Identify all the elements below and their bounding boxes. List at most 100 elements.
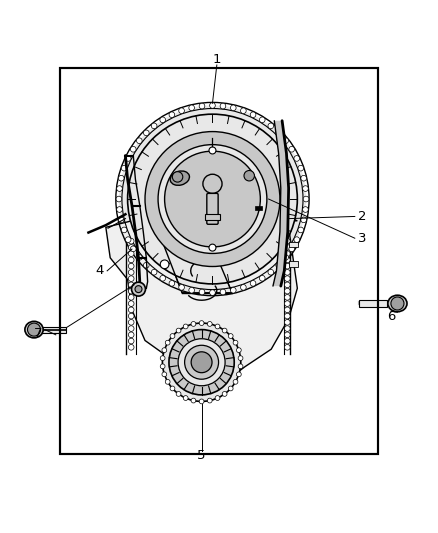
Circle shape [276,262,282,268]
Circle shape [391,297,404,310]
Bar [255,206,262,210]
Circle shape [144,262,149,268]
Circle shape [176,392,181,397]
FancyBboxPatch shape [207,193,218,224]
Circle shape [238,364,243,369]
Circle shape [145,132,280,266]
Circle shape [228,334,233,338]
Circle shape [128,332,134,337]
Circle shape [116,196,122,202]
Bar [289,241,298,247]
Polygon shape [273,120,289,286]
Circle shape [121,227,127,233]
Circle shape [207,321,212,326]
Circle shape [162,323,241,401]
Circle shape [240,285,246,290]
Bar [41,327,66,333]
Circle shape [191,398,196,403]
Circle shape [199,103,205,109]
Circle shape [222,392,227,397]
Circle shape [289,147,294,152]
Circle shape [128,301,134,306]
Circle shape [179,285,184,290]
Circle shape [160,364,165,369]
Circle shape [162,348,167,352]
Circle shape [215,395,220,400]
Circle shape [285,238,290,244]
Circle shape [128,326,134,332]
Circle shape [199,321,204,326]
Circle shape [127,114,297,284]
Circle shape [128,344,134,350]
Circle shape [285,257,290,263]
Circle shape [128,245,134,250]
Circle shape [169,280,175,286]
Circle shape [285,301,290,306]
Circle shape [285,295,290,300]
Bar [289,261,298,266]
Circle shape [230,287,236,293]
Circle shape [285,251,290,256]
Circle shape [128,238,134,244]
Bar [60,68,378,454]
Circle shape [189,287,194,293]
Circle shape [169,112,175,118]
Circle shape [117,185,122,191]
Circle shape [237,372,241,377]
Circle shape [303,207,308,212]
Circle shape [283,138,289,143]
Circle shape [285,288,290,294]
Circle shape [233,340,238,345]
Circle shape [230,105,236,111]
Circle shape [185,345,219,379]
Circle shape [135,286,142,293]
Circle shape [128,313,134,319]
Circle shape [285,282,290,288]
Circle shape [151,269,157,275]
Circle shape [298,227,304,233]
Circle shape [210,290,215,295]
Circle shape [199,289,205,295]
Circle shape [172,172,183,182]
Circle shape [128,270,134,275]
Text: 1: 1 [212,53,221,66]
Circle shape [128,263,134,269]
Circle shape [285,326,290,332]
Circle shape [303,185,308,191]
Circle shape [222,328,227,333]
Circle shape [128,288,134,294]
Circle shape [259,276,265,281]
Circle shape [160,117,166,123]
Circle shape [121,165,127,171]
Circle shape [170,386,175,391]
Circle shape [131,147,136,152]
Text: 7: 7 [34,327,42,341]
Bar [60,68,378,454]
Circle shape [128,257,134,263]
Circle shape [301,175,307,181]
Circle shape [128,295,134,300]
Circle shape [165,340,170,345]
Circle shape [250,112,256,118]
Circle shape [259,117,265,123]
Circle shape [289,246,294,252]
Circle shape [244,171,254,181]
Circle shape [250,280,256,286]
Text: 5: 5 [198,449,206,462]
Circle shape [137,255,142,260]
Circle shape [294,156,300,161]
Circle shape [285,263,290,269]
Circle shape [285,313,290,319]
Circle shape [220,103,226,109]
Circle shape [160,260,169,269]
Circle shape [233,379,238,384]
Circle shape [268,269,274,275]
Circle shape [28,323,41,336]
Circle shape [303,196,309,202]
Circle shape [117,207,122,212]
Circle shape [125,156,131,161]
Circle shape [128,251,134,256]
Circle shape [165,151,260,247]
Circle shape [183,324,188,329]
Circle shape [179,108,184,114]
